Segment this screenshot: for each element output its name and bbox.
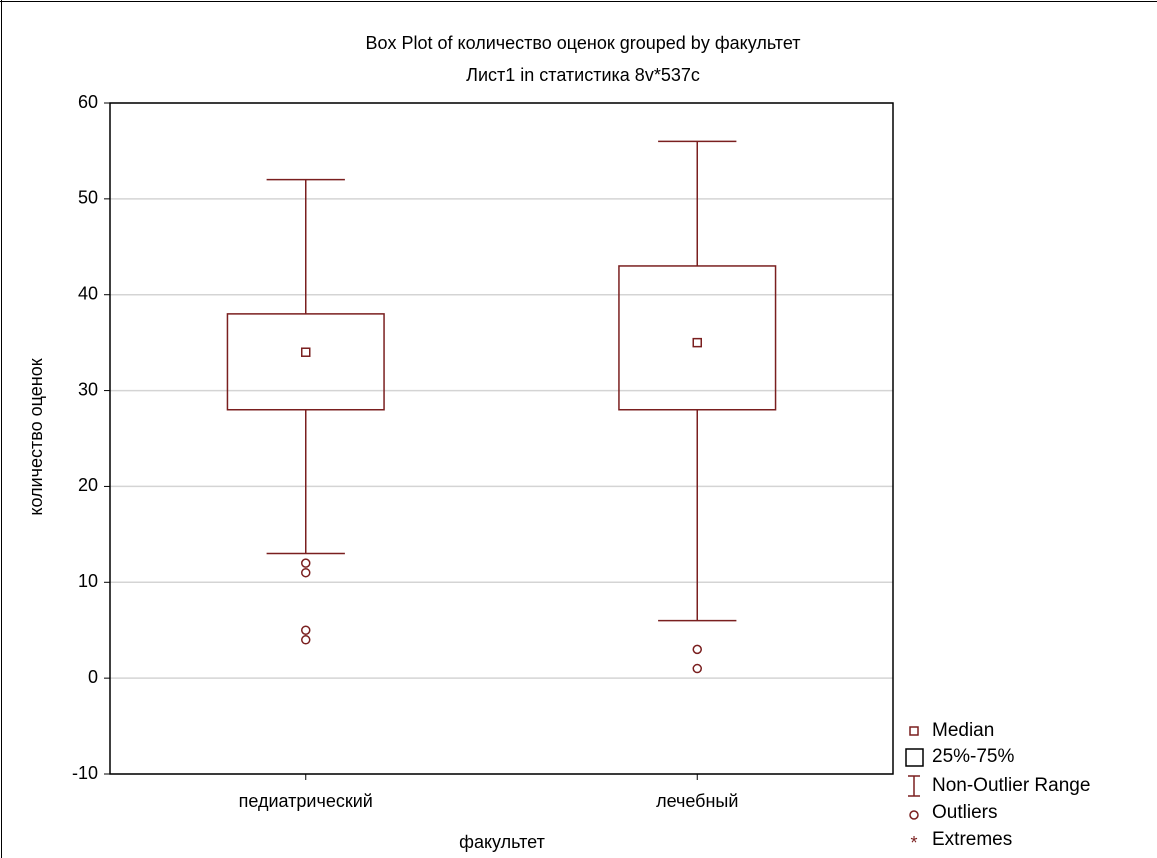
x-axis-label: факультет [459,832,545,852]
outlier [301,635,311,645]
y-tick-label: 0 [88,667,98,687]
median [301,347,311,357]
x-tick-label: педиатрический [239,791,373,811]
legend-label: 25%-75% [932,746,1014,767]
y-tick-label: 30 [78,379,98,399]
box [618,265,777,411]
legend-label: Extremes [932,829,1012,850]
outlier [692,644,702,655]
legend-label: Median [932,720,994,741]
plot-frame [109,102,894,775]
outlier [301,567,311,578]
legend-icons: * [905,726,924,853]
outlier [692,663,702,674]
y-tick-label: 60 [78,92,98,112]
legend-label: Non-Outlier Range [932,775,1090,796]
outlier [301,558,311,568]
y-tick-label: 50 [78,188,98,208]
y-tick-label: 40 [78,283,98,303]
y-tick-label: 10 [78,571,98,591]
box [226,313,385,411]
legend-label: Outliers [932,802,997,823]
y-tick-label: 20 [78,475,98,495]
svg-text:*: * [910,833,917,853]
chart-subtitle: Лист1 in статистика 8v*537c [466,65,700,85]
y-tick-label: -10 [72,763,98,783]
y-axis-label: количество оценок [26,358,46,515]
outlier [301,625,311,635]
chart-title: Box Plot of количество оценок grouped by… [365,33,800,53]
median [692,337,702,348]
x-tick-label: лечебный [656,791,738,811]
